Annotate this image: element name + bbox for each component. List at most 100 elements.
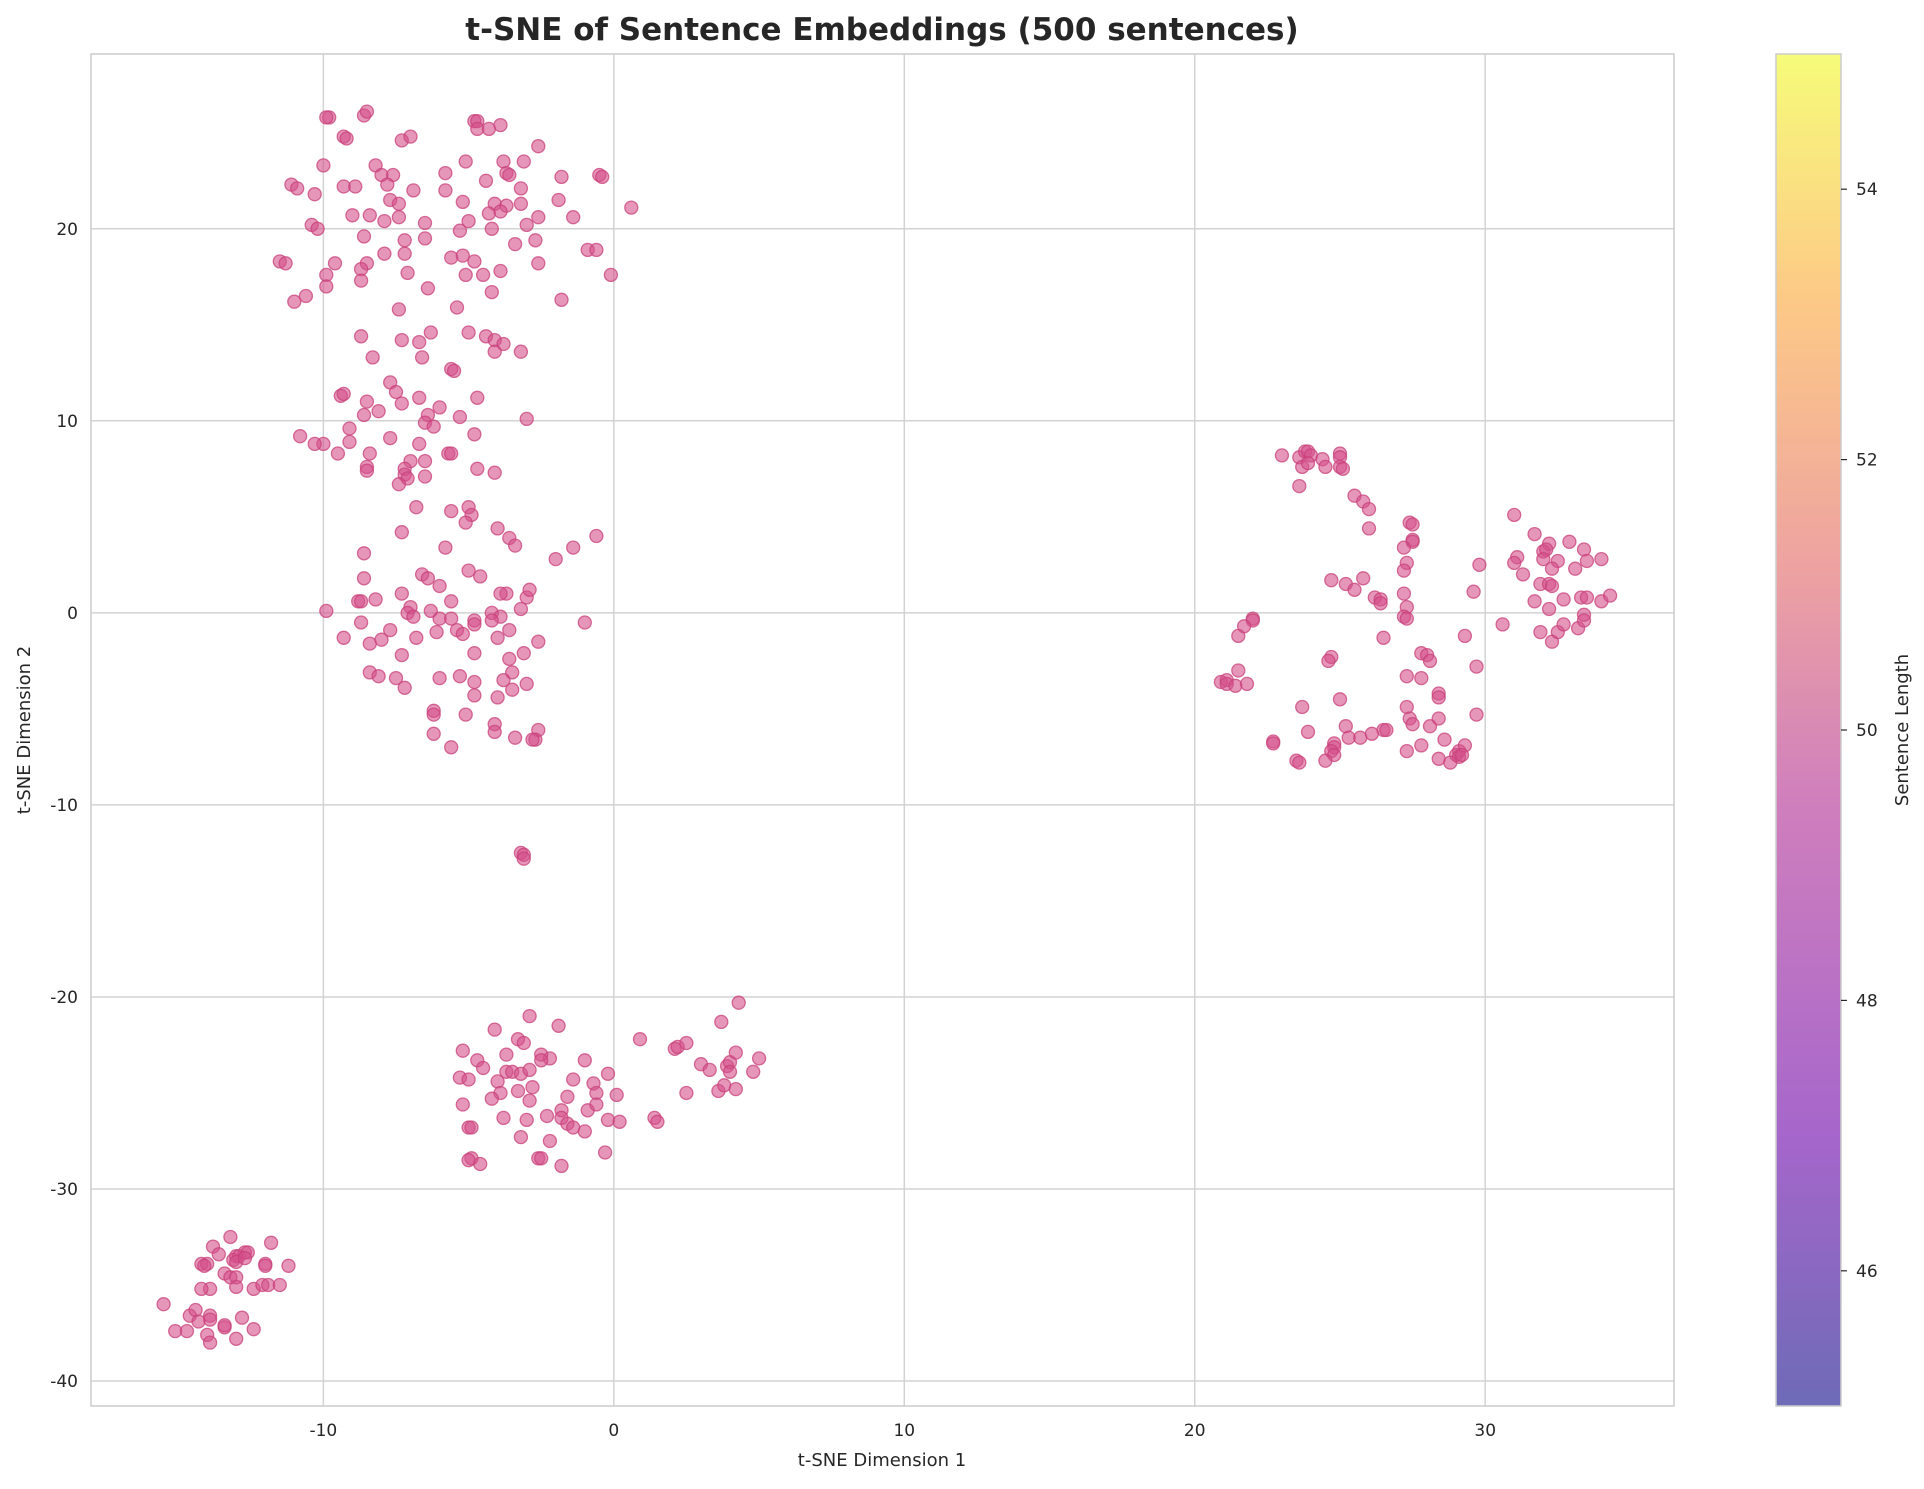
data-point xyxy=(211,1247,226,1262)
data-point xyxy=(1507,555,1522,571)
data-point xyxy=(362,446,377,461)
data-point xyxy=(414,350,430,365)
data-point xyxy=(490,630,505,645)
data-point xyxy=(356,571,372,586)
data-point xyxy=(1228,678,1243,693)
data-point xyxy=(1356,571,1371,586)
data-point xyxy=(223,1229,238,1245)
data-point xyxy=(458,267,473,283)
data-point xyxy=(438,165,453,181)
data-point xyxy=(1576,613,1592,628)
data-point xyxy=(554,169,569,185)
x-tick-label: 10 xyxy=(893,1421,915,1441)
data-point xyxy=(1466,584,1481,599)
data-point xyxy=(473,1156,488,1172)
data-point xyxy=(417,231,433,246)
data-point xyxy=(345,208,360,223)
y-tick-label: -20 xyxy=(50,988,78,1008)
data-point xyxy=(1396,540,1412,555)
data-point xyxy=(487,344,502,359)
colorbar-tick-label: 52 xyxy=(1856,451,1878,471)
data-point xyxy=(542,1133,558,1149)
data-point xyxy=(438,540,453,555)
data-point xyxy=(467,254,482,269)
data-point xyxy=(1321,653,1336,669)
data-point xyxy=(1396,586,1412,601)
data-point xyxy=(493,117,508,133)
data-point xyxy=(632,1032,648,1047)
data-point xyxy=(1527,594,1542,609)
data-point xyxy=(490,1074,505,1089)
data-point xyxy=(1239,676,1255,692)
data-point xyxy=(534,1053,549,1068)
data-point xyxy=(650,1114,665,1129)
data-point xyxy=(202,1335,218,1350)
data-point xyxy=(560,1089,575,1104)
data-point xyxy=(356,229,372,244)
data-point xyxy=(1332,692,1348,707)
data-point xyxy=(589,528,604,544)
data-point xyxy=(383,430,398,446)
data-point xyxy=(496,1110,511,1126)
data-point xyxy=(728,1081,743,1097)
data-point xyxy=(484,221,499,236)
data-point xyxy=(467,688,482,703)
data-point xyxy=(420,571,436,586)
data-point xyxy=(510,1083,526,1099)
data-point xyxy=(516,646,531,661)
data-point xyxy=(1231,663,1246,678)
data-point xyxy=(377,246,392,261)
data-point xyxy=(484,1091,499,1106)
data-point xyxy=(551,1018,566,1033)
y-tick-label: -30 xyxy=(50,1180,78,1200)
data-point xyxy=(539,1108,555,1124)
data-point xyxy=(505,682,520,697)
data-point xyxy=(534,1151,549,1166)
y-tick-label: 20 xyxy=(56,220,78,240)
data-point xyxy=(467,674,482,690)
data-point xyxy=(493,586,508,601)
data-point xyxy=(429,624,444,640)
data-point xyxy=(722,1064,738,1079)
data-point xyxy=(1536,551,1551,567)
data-point xyxy=(388,670,404,686)
data-point xyxy=(368,592,383,607)
data-point xyxy=(444,250,459,265)
data-point xyxy=(1292,755,1307,770)
data-point xyxy=(330,446,346,461)
data-point xyxy=(746,1064,761,1079)
data-point xyxy=(1292,478,1307,494)
data-point xyxy=(426,726,441,741)
data-point xyxy=(577,1124,592,1139)
data-point xyxy=(417,453,433,469)
data-point xyxy=(609,1087,624,1103)
data-point xyxy=(531,210,546,225)
data-point xyxy=(458,154,473,169)
data-point xyxy=(1454,747,1470,763)
data-point xyxy=(496,154,511,169)
data-point xyxy=(307,187,322,202)
data-point xyxy=(342,434,357,450)
data-point xyxy=(600,1066,616,1081)
data-point xyxy=(432,670,447,686)
data-point xyxy=(461,325,476,340)
data-point xyxy=(319,110,334,125)
data-point xyxy=(499,1047,514,1062)
data-point xyxy=(1318,753,1333,768)
data-point xyxy=(444,594,459,609)
data-point xyxy=(353,594,369,609)
data-point xyxy=(365,350,380,365)
data-point xyxy=(1568,561,1583,576)
data-point xyxy=(362,208,377,223)
data-point xyxy=(1300,724,1316,740)
data-point xyxy=(1515,567,1531,582)
data-point xyxy=(478,173,494,188)
data-point xyxy=(566,1072,581,1087)
data-point xyxy=(1527,526,1542,542)
data-point xyxy=(394,332,409,348)
data-point xyxy=(513,181,529,196)
data-point xyxy=(475,1060,491,1076)
data-point xyxy=(449,300,465,315)
data-point xyxy=(577,615,592,630)
data-point xyxy=(287,294,302,309)
